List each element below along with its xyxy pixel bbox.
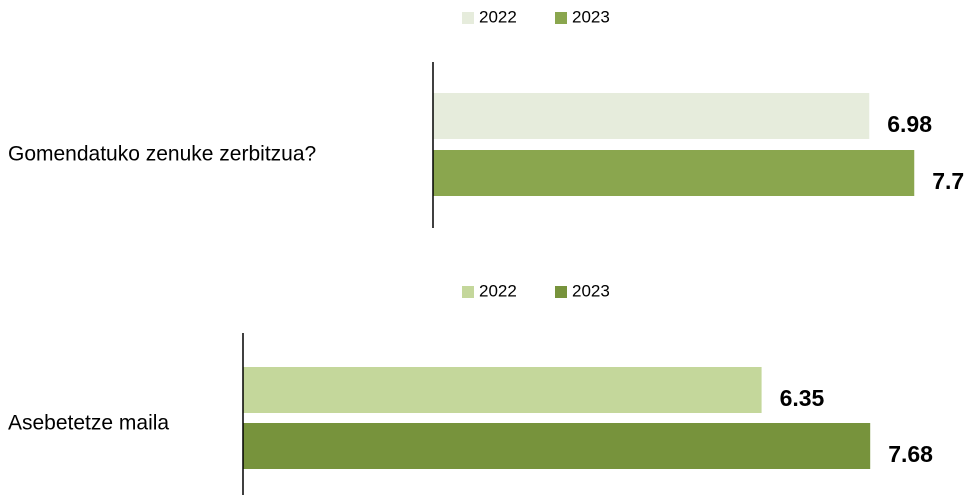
value-label: 6.35 [780, 385, 825, 411]
legend-label: 2022 [479, 7, 517, 26]
legend-swatch [555, 12, 567, 24]
bar [433, 150, 915, 196]
category-label: Asebetetze maila [8, 412, 169, 435]
value-label: 7.68 [888, 441, 933, 467]
bar [243, 367, 762, 413]
value-label: 7.7 [932, 168, 964, 194]
value-label: 6.98 [887, 111, 932, 137]
legend-label: 2023 [572, 7, 610, 26]
category-label: Gomendatuko zenuke zerbitzua? [8, 143, 316, 166]
bar [243, 423, 871, 469]
bar [433, 93, 870, 139]
legend-label: 2022 [479, 281, 517, 300]
legend-label: 2023 [572, 281, 610, 300]
legend-swatch [462, 286, 474, 298]
legend-swatch [462, 12, 474, 24]
legend-swatch [555, 286, 567, 298]
